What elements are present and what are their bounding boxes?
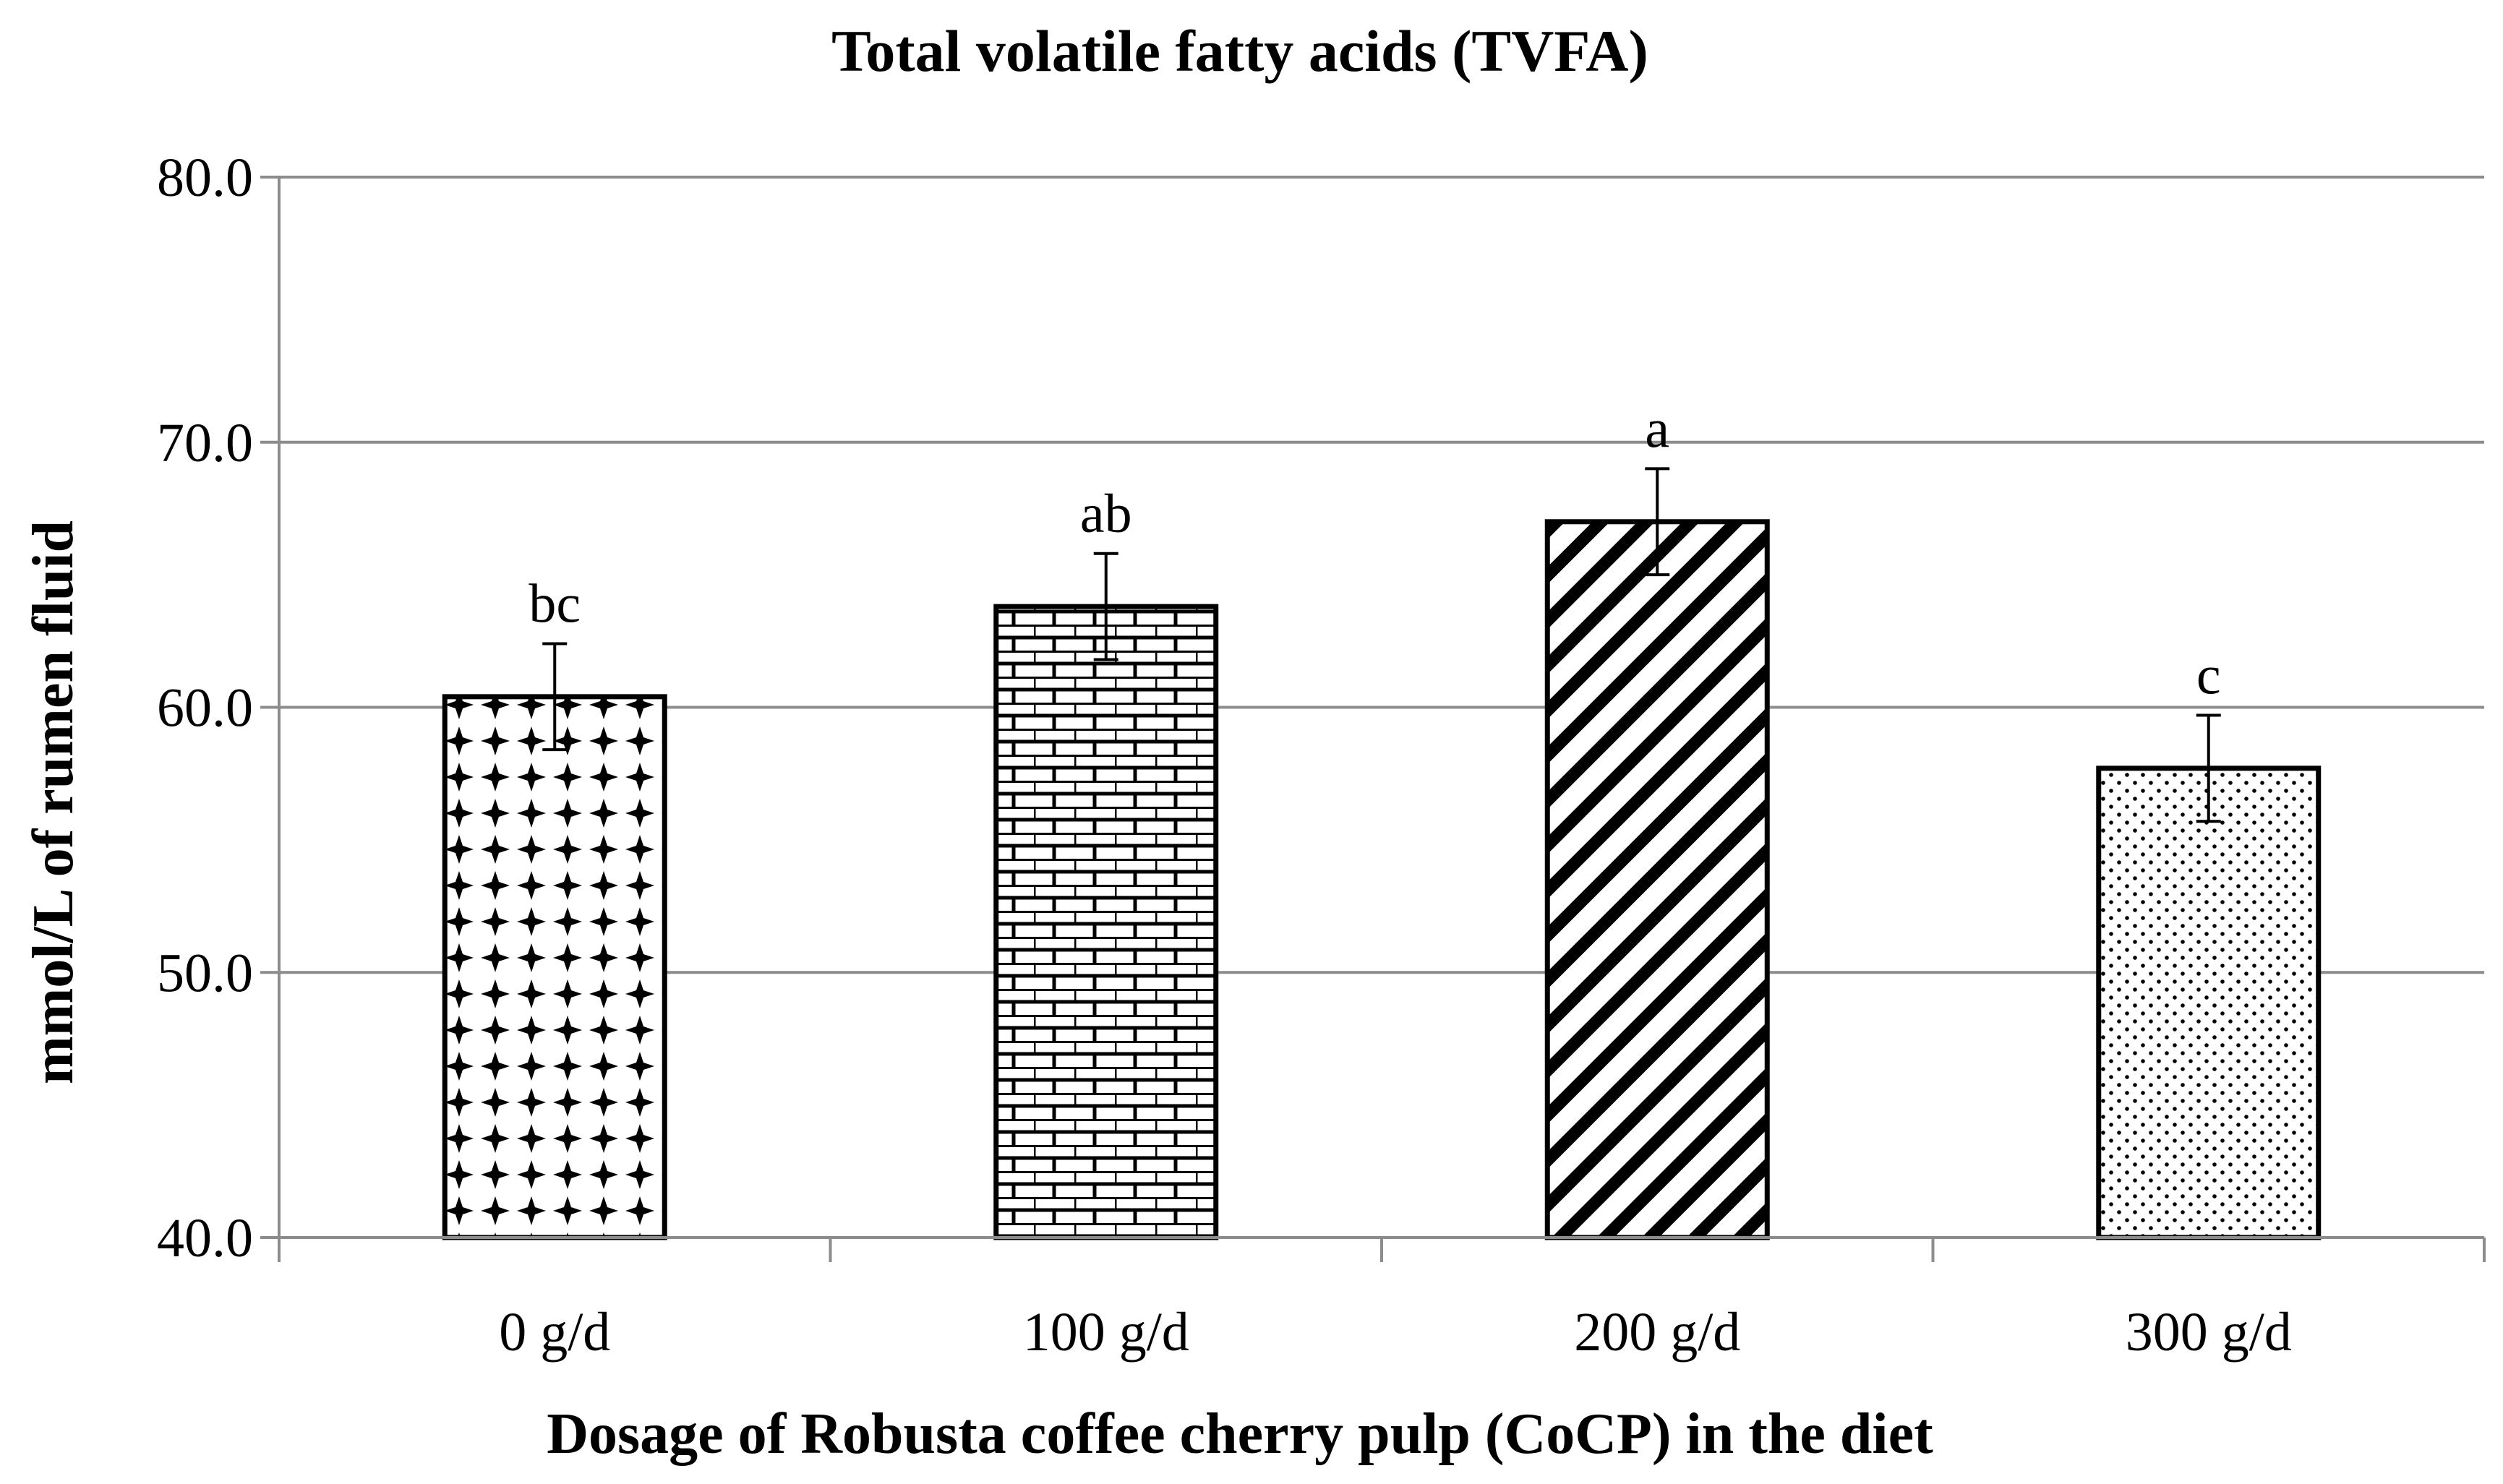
y-tick-label: 40.0 <box>157 1208 253 1269</box>
y-tick-label: 70.0 <box>157 413 253 473</box>
x-category-label: 0 g/d <box>499 1302 610 1363</box>
bar-300-g-d <box>2096 765 2322 1240</box>
significance-labels: bc ab a c <box>529 398 2220 705</box>
bar-0-g-d <box>442 694 667 1240</box>
x-category-labels: 0 g/d 100 g/d 200 g/d 300 g/d <box>499 1302 2292 1363</box>
axes <box>260 176 2486 1262</box>
chart-title: Total volatile fatty acids (TVFA) <box>831 18 1648 84</box>
bar-200-g-d <box>1544 519 1770 1240</box>
significance-label: a <box>1645 398 1669 459</box>
y-tick-labels: 40.0 50.0 60.0 70.0 80.0 <box>157 147 253 1269</box>
significance-label: c <box>2196 646 2221 706</box>
bar-100-g-d <box>993 604 1219 1240</box>
x-axis-title: Dosage of Robusta coffee cherry pulp (Co… <box>547 1402 1933 1466</box>
y-tick-label: 80.0 <box>157 147 253 208</box>
y-tick-label: 60.0 <box>157 678 253 739</box>
x-category-label: 300 g/d <box>2126 1302 2292 1363</box>
y-tick-label: 50.0 <box>157 943 253 1003</box>
error-bars <box>542 467 2221 823</box>
y-axis-title: mmol/L of rumen fluid <box>22 520 85 1084</box>
x-category-label: 100 g/d <box>1023 1302 1189 1363</box>
bars <box>442 519 2322 1240</box>
significance-label: ab <box>1080 484 1132 544</box>
significance-label: bc <box>529 573 581 634</box>
x-category-label: 200 g/d <box>1574 1302 1740 1363</box>
